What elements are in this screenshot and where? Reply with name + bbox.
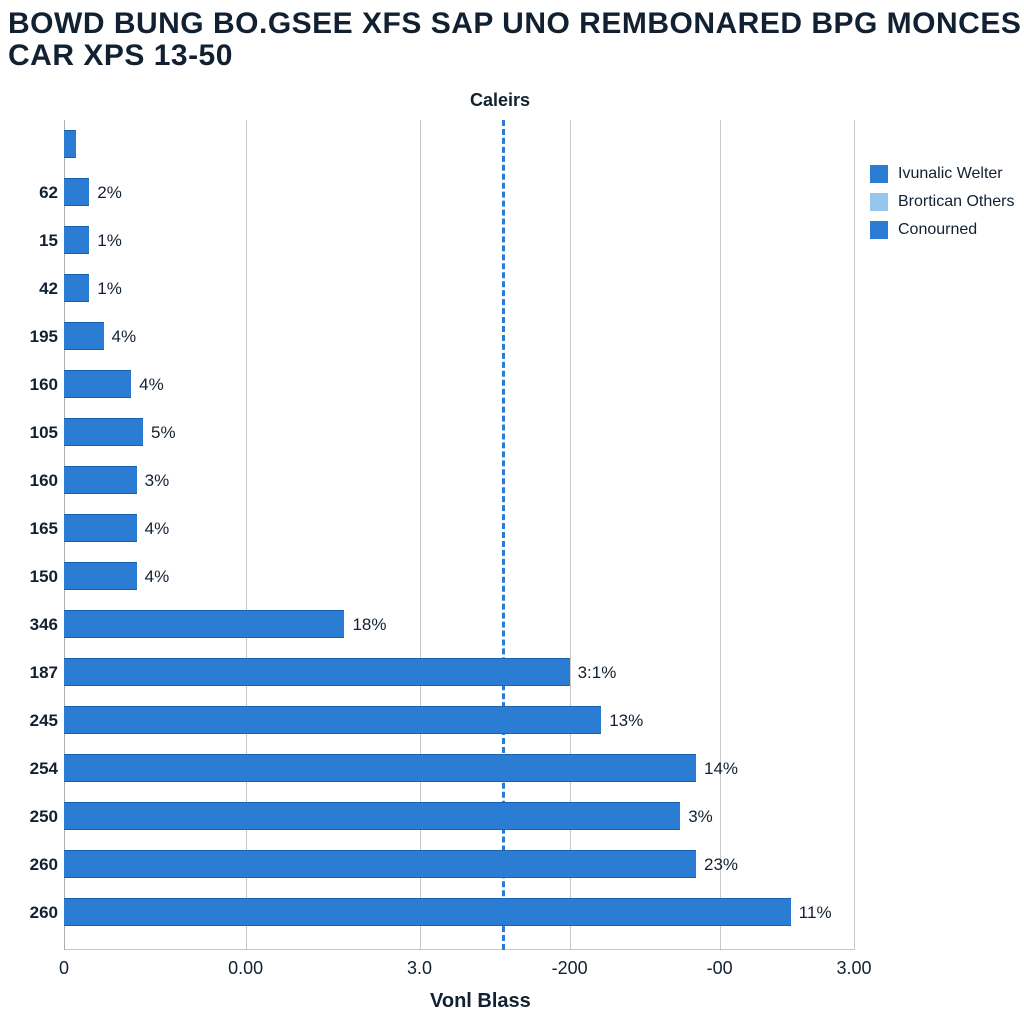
data-bar <box>64 706 601 734</box>
y-tick-label: 42 <box>4 279 58 299</box>
title-line-2: CAR XPS 13-50 <box>8 39 233 72</box>
y-tick-label: 160 <box>4 471 58 491</box>
value-label: 18% <box>352 615 386 635</box>
y-tick-label: 160 <box>4 375 58 395</box>
y-tick-label: 254 <box>4 759 58 779</box>
value-label: 2% <box>97 183 122 203</box>
value-label: 23% <box>704 855 738 875</box>
data-bar <box>64 466 137 494</box>
data-bar <box>64 754 696 782</box>
chart-center-label: Caleirs <box>470 90 530 111</box>
value-label: 4% <box>139 375 164 395</box>
value-label: 3% <box>145 471 170 491</box>
data-bar <box>64 562 137 590</box>
data-bar <box>64 802 680 830</box>
data-bar <box>64 274 89 302</box>
value-label: 11% <box>799 903 832 923</box>
y-tick-label: 62 <box>4 183 58 203</box>
plot-area: 2% 1% 1% 4% 4% 5% 3% 4% 4% 18% 3:1% 13% 14% 3% 23% 11% <box>64 120 854 950</box>
legend-label: Ivunalic Welter <box>898 165 1003 183</box>
data-bar <box>64 130 76 158</box>
gridline <box>854 120 855 950</box>
x-axis-line <box>64 949 854 950</box>
value-label: 3:1% <box>578 663 617 683</box>
legend-item: Brortican Others <box>870 193 1020 211</box>
value-label: 4% <box>145 567 170 587</box>
value-label: 4% <box>145 519 170 539</box>
value-label: 3% <box>688 807 713 827</box>
y-tick-label: 346 <box>4 615 58 635</box>
y-tick-label: 15 <box>4 231 58 251</box>
chart-title: BOWD BUNG BO.GSEE XFS SAP UNO REMBONARED… <box>8 8 1021 71</box>
data-bar <box>64 898 791 926</box>
data-bar <box>64 418 143 446</box>
x-tick-label: -200 <box>552 958 588 979</box>
gridline <box>720 120 721 950</box>
value-label: 13% <box>609 711 643 731</box>
data-bar <box>64 658 570 686</box>
x-tick-label: 0 <box>59 958 69 979</box>
x-tick-label: 3.00 <box>836 958 871 979</box>
data-bar <box>64 322 104 350</box>
title-line-1: BOWD BUNG BO.GSEE XFS SAP UNO REMBONARED… <box>8 7 1021 40</box>
value-label: 4% <box>112 327 137 347</box>
legend-swatch <box>870 165 888 183</box>
legend-swatch <box>870 193 888 211</box>
y-tick-label: 195 <box>4 327 58 347</box>
legend-item: Ivunalic Welter <box>870 165 1020 183</box>
legend-label: Conourned <box>898 221 977 239</box>
y-tick-label: 150 <box>4 567 58 587</box>
legend-item: Conourned <box>870 221 1020 239</box>
value-label: 1% <box>97 231 122 251</box>
data-bar <box>64 226 89 254</box>
data-bar <box>64 610 344 638</box>
y-tick-label: 105 <box>4 423 58 443</box>
value-label: 1% <box>97 279 122 299</box>
data-bar <box>64 850 696 878</box>
y-tick-label: 165 <box>4 519 58 539</box>
value-label: 5% <box>151 423 176 443</box>
y-tick-label: 187 <box>4 663 58 683</box>
x-tick-label: 0.00 <box>228 958 263 979</box>
legend-swatch <box>870 221 888 239</box>
legend: Ivunalic Welter Brortican Others Conourned <box>870 165 1020 249</box>
x-tick-label: -00 <box>707 958 733 979</box>
y-tick-label: 250 <box>4 807 58 827</box>
value-label: 14% <box>704 759 738 779</box>
y-tick-label: 260 <box>4 855 58 875</box>
legend-label: Brortican Others <box>898 193 1014 211</box>
x-tick-label: 3.0 <box>407 958 432 979</box>
x-axis-label: Vonl Blass <box>430 990 531 1013</box>
data-bar <box>64 370 131 398</box>
data-bar <box>64 178 89 206</box>
data-bar <box>64 514 137 542</box>
y-tick-label: 245 <box>4 711 58 731</box>
y-tick-label: 260 <box>4 903 58 923</box>
